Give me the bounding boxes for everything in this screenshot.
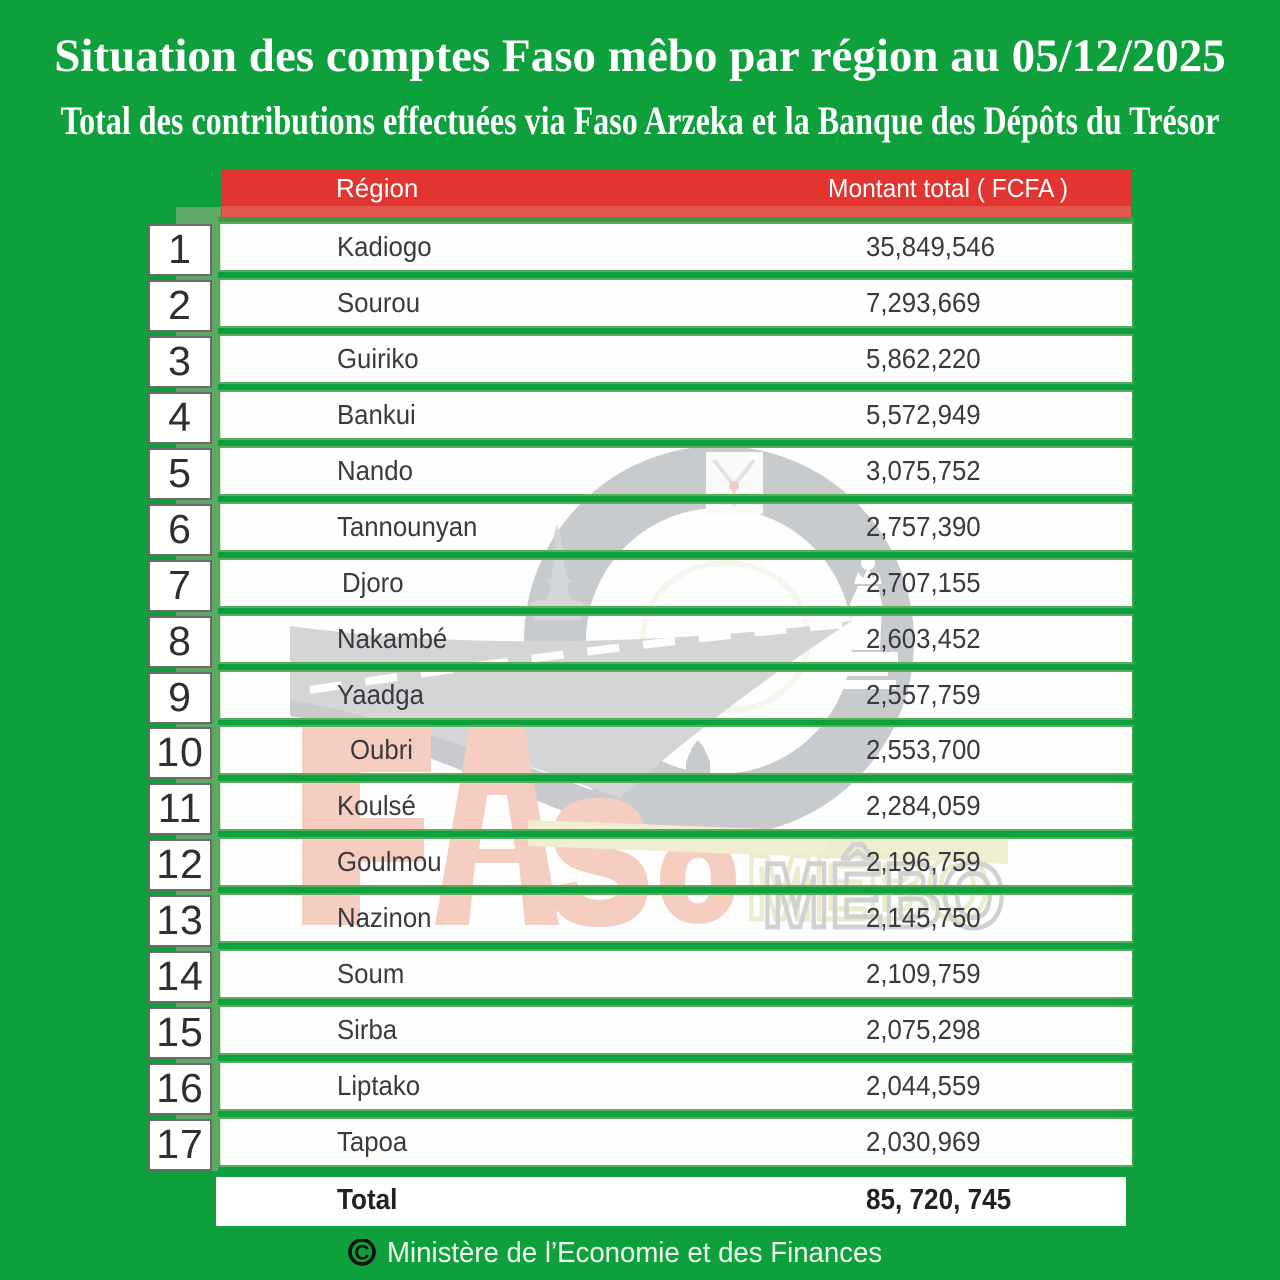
svg-text:C: C bbox=[354, 1242, 369, 1265]
